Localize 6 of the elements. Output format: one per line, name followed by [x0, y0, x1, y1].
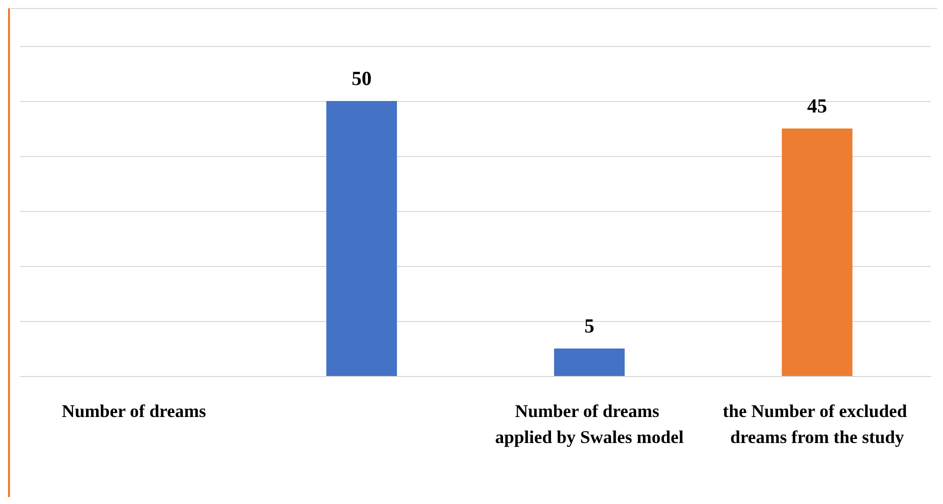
data-label: 5 — [584, 316, 594, 338]
data-label: 50 — [352, 68, 372, 90]
x-tick-label: the Number of excluded dreams from the study — [722, 401, 912, 447]
data-label: 45 — [807, 96, 828, 118]
x-tick-label: Number of dreams applied by Swales model — [495, 401, 684, 447]
x-tick-label: Number of dreams — [62, 401, 206, 421]
